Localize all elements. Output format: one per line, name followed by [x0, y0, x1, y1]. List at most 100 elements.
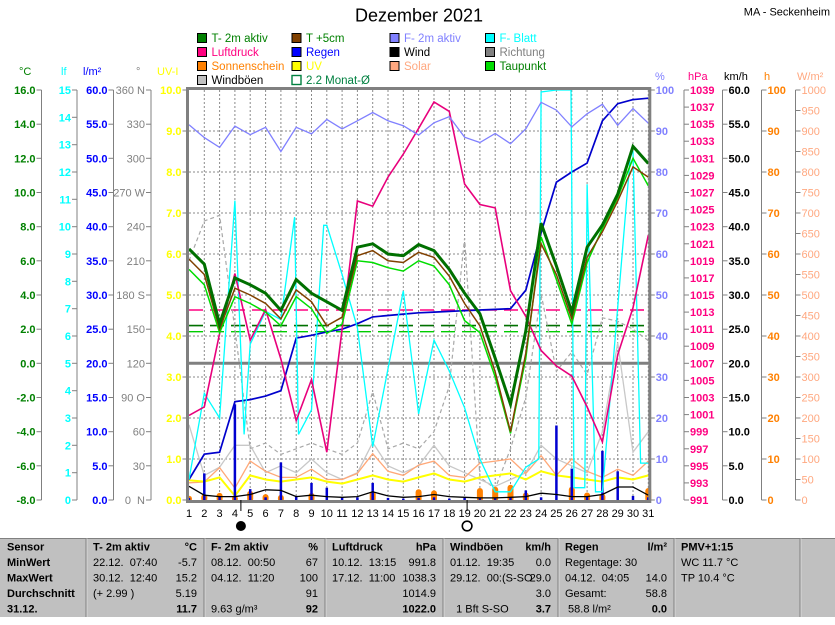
- svg-text:1033: 1033: [690, 136, 714, 148]
- svg-text:0: 0: [802, 495, 808, 507]
- svg-text:58.8 l/m²: 58.8 l/m²: [565, 604, 611, 616]
- svg-text:1017: 1017: [690, 273, 714, 285]
- svg-text:60: 60: [133, 427, 145, 439]
- svg-text:MA - Seckenheim: MA - Seckenheim: [744, 7, 830, 19]
- svg-text:45.0: 45.0: [729, 188, 750, 200]
- svg-text:900: 900: [802, 126, 820, 138]
- svg-text:29.0: 29.0: [530, 573, 551, 585]
- svg-text:60.0: 60.0: [729, 85, 750, 97]
- svg-text:Sonnenschein: Sonnenschein: [212, 61, 285, 73]
- svg-text:Solar: Solar: [404, 61, 431, 73]
- svg-text:20: 20: [474, 508, 486, 520]
- svg-text:9: 9: [308, 508, 314, 520]
- svg-text:3: 3: [65, 413, 71, 425]
- svg-text:60.0: 60.0: [86, 85, 107, 97]
- svg-text:700: 700: [802, 208, 820, 220]
- svg-text:Regen: Regen: [565, 542, 599, 554]
- svg-text:3.0: 3.0: [166, 372, 181, 384]
- svg-text:30.0: 30.0: [86, 290, 107, 302]
- svg-text:8.0: 8.0: [166, 167, 181, 179]
- svg-text:UV-I: UV-I: [157, 66, 178, 78]
- svg-text:29.12. 00:(S-SO: 29.12. 00:(S-SO: [450, 573, 533, 585]
- svg-text:950: 950: [802, 106, 820, 118]
- svg-text:04.12. 11:20: 04.12. 11:20: [211, 573, 274, 585]
- svg-text:31: 31: [642, 508, 654, 520]
- svg-text:Windböen: Windböen: [450, 542, 503, 554]
- svg-text:16: 16: [412, 508, 424, 520]
- svg-text:°: °: [136, 66, 140, 78]
- svg-text:9: 9: [65, 249, 71, 261]
- svg-text:30.0: 30.0: [729, 290, 750, 302]
- svg-text:100: 100: [656, 85, 674, 97]
- svg-text:2.2 Monat-Ø: 2.2 Monat-Ø: [306, 75, 370, 87]
- svg-text:150: 150: [127, 324, 145, 336]
- svg-text:MinWert: MinWert: [7, 557, 51, 569]
- svg-text:Wind: Wind: [404, 47, 430, 59]
- svg-text:km/h: km/h: [724, 71, 748, 83]
- svg-text:92: 92: [306, 604, 318, 616]
- svg-text:40: 40: [656, 331, 668, 343]
- svg-text:12.0: 12.0: [14, 153, 35, 165]
- svg-text:-6.0: -6.0: [17, 461, 36, 473]
- svg-text:3.0: 3.0: [536, 588, 551, 600]
- svg-text:22: 22: [504, 508, 516, 520]
- svg-text:T- 2m aktiv: T- 2m aktiv: [212, 33, 268, 45]
- svg-text:28: 28: [596, 508, 608, 520]
- svg-text:40.0: 40.0: [729, 222, 750, 234]
- svg-text:35.0: 35.0: [729, 256, 750, 268]
- svg-text:F- 2m aktiv: F- 2m aktiv: [404, 33, 461, 45]
- svg-text:1031: 1031: [690, 153, 714, 165]
- svg-text:5.0: 5.0: [729, 461, 744, 473]
- svg-text:0 N: 0 N: [125, 495, 145, 507]
- svg-text:1029: 1029: [690, 170, 714, 182]
- svg-text:3.7: 3.7: [536, 604, 551, 616]
- svg-text:0.0: 0.0: [652, 604, 667, 616]
- svg-text:2: 2: [201, 508, 207, 520]
- svg-text:15.0: 15.0: [729, 393, 750, 405]
- svg-text:1014.9: 1014.9: [402, 588, 436, 600]
- svg-text:T +5cm: T +5cm: [306, 33, 344, 45]
- svg-text:10.12. 13:15: 10.12. 13:15: [332, 557, 396, 569]
- svg-text:1000: 1000: [802, 85, 826, 97]
- svg-text:50.0: 50.0: [729, 153, 750, 165]
- svg-text:11: 11: [336, 508, 347, 520]
- svg-text:13: 13: [59, 140, 71, 152]
- svg-text:Regen: Regen: [306, 47, 340, 59]
- svg-text:5.0: 5.0: [166, 290, 181, 302]
- svg-text:6: 6: [263, 508, 269, 520]
- svg-text:360 N: 360 N: [116, 85, 145, 97]
- svg-text:1: 1: [186, 508, 192, 520]
- svg-text:1039: 1039: [690, 85, 714, 97]
- svg-text:WC 11.7 °C: WC 11.7 °C: [681, 557, 738, 569]
- svg-text:60: 60: [768, 249, 780, 261]
- svg-text:Gesamt:: Gesamt:: [565, 588, 607, 600]
- svg-text:550: 550: [802, 270, 820, 282]
- svg-text:25.0: 25.0: [86, 324, 107, 336]
- svg-text:10.0: 10.0: [160, 85, 181, 97]
- svg-text:993: 993: [690, 478, 708, 490]
- svg-text:0.0: 0.0: [20, 358, 35, 370]
- svg-text:31.12.: 31.12.: [7, 604, 38, 616]
- svg-text:F- Blatt: F- Blatt: [500, 33, 538, 45]
- svg-text:26: 26: [566, 508, 578, 520]
- svg-text:50: 50: [768, 290, 780, 302]
- svg-text:1001: 1001: [690, 410, 714, 422]
- svg-text:150: 150: [802, 434, 820, 446]
- svg-text:1027: 1027: [690, 188, 714, 200]
- svg-text:200: 200: [802, 413, 820, 425]
- svg-text:750: 750: [802, 188, 820, 200]
- svg-text:100: 100: [768, 85, 786, 97]
- svg-text:240: 240: [127, 222, 145, 234]
- svg-text:25.0: 25.0: [729, 324, 750, 336]
- svg-text:8.0: 8.0: [20, 222, 35, 234]
- svg-text:7: 7: [65, 304, 71, 316]
- svg-text:10: 10: [59, 222, 71, 234]
- svg-text:10.0: 10.0: [729, 427, 750, 439]
- svg-text:1003: 1003: [690, 393, 714, 405]
- svg-text:1 Bft S-SO: 1 Bft S-SO: [450, 604, 509, 616]
- svg-text:14.0: 14.0: [646, 573, 667, 585]
- svg-text:250: 250: [802, 393, 820, 405]
- svg-text:850: 850: [802, 147, 820, 159]
- svg-text:80: 80: [656, 167, 668, 179]
- svg-text:55.0: 55.0: [86, 119, 107, 131]
